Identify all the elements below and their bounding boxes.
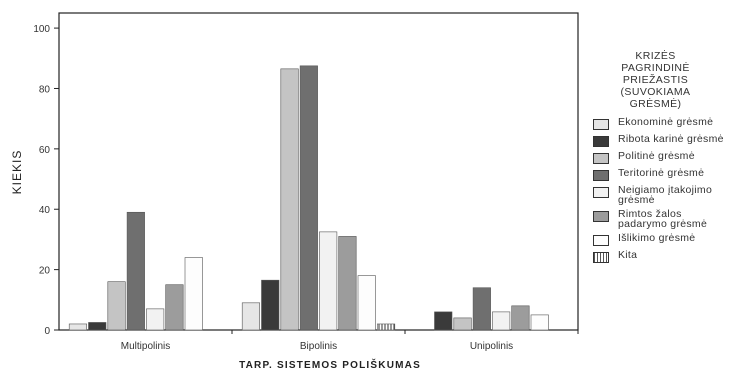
x-axis: Multipolinis Bipolinis Unipolinis <box>121 330 579 352</box>
bars <box>68 65 549 331</box>
bar <box>376 323 396 331</box>
legend-item: Ribota karinė grėsmė <box>593 133 748 147</box>
bar <box>338 236 357 331</box>
bar <box>280 68 299 331</box>
y-tick-label: 60 <box>39 145 51 156</box>
bar <box>126 211 145 331</box>
x-tick-label: Unipolinis <box>470 341 513 352</box>
y-tick-label: 80 <box>39 84 51 95</box>
legend-swatch <box>593 119 609 130</box>
bar <box>472 287 491 331</box>
x-axis-title: TARP. SISTEMOS POLIŠKUMAS <box>239 358 421 371</box>
legend-item: Teritorinė grėsmė <box>593 167 748 181</box>
plot-frame <box>58 12 579 331</box>
bar <box>184 257 203 331</box>
y-axis: 0 20 40 60 80 100 <box>33 24 59 337</box>
legend-swatch <box>593 153 609 164</box>
legend-label: Ekonominė grėsmė <box>618 116 714 128</box>
legend-item: Politinė grėsmė <box>593 150 748 164</box>
legend-item: Kita <box>593 249 748 263</box>
bar <box>357 275 376 331</box>
y-tick-label: 0 <box>44 326 50 337</box>
bar <box>146 308 165 331</box>
legend-swatch <box>593 211 609 222</box>
legend-label: Neigiamo įtakojimo grėsmė <box>618 184 713 206</box>
y-axis-title: KIEKIS <box>10 150 24 195</box>
legend-item: Rimtos žalos padarymo grėsmė <box>593 208 748 229</box>
bar <box>511 305 530 331</box>
legend-label: Ribota karinė grėsmė <box>618 133 724 145</box>
bar <box>241 302 260 331</box>
bar <box>319 231 338 331</box>
bar <box>530 314 549 331</box>
legend-swatch <box>593 187 609 198</box>
bar <box>261 279 280 331</box>
bar <box>88 322 107 331</box>
legend-swatch <box>593 170 609 181</box>
legend-label: Politinė grėsmė <box>618 150 695 162</box>
legend-swatch <box>593 252 609 263</box>
bar <box>434 311 453 331</box>
legend-label: Išlikimo grėsmė <box>618 232 696 244</box>
legend-label: Rimtos žalos padarymo grėsmė <box>618 208 708 230</box>
legend-title: KRIZĖS PAGRINDINĖ PRIEŽASTIS (SUVOKIAMA … <box>620 50 691 110</box>
legend-swatch <box>593 235 609 246</box>
bar <box>492 311 511 331</box>
y-tick-label: 100 <box>33 24 50 35</box>
legend-item: Neigiamo įtakojimo grėsmė <box>593 184 748 205</box>
bar <box>453 317 472 331</box>
legend: KRIZĖS PAGRINDINĖ PRIEŽASTIS (SUVOKIAMA … <box>593 50 748 266</box>
legend-label: Kita <box>618 249 638 261</box>
legend-items: Ekonominė grėsmė Ribota karinė grėsmė Poli… <box>593 116 748 263</box>
bar <box>68 323 87 331</box>
x-tick-label: Bipolinis <box>300 341 337 352</box>
x-tick-label: Multipolinis <box>121 341 170 352</box>
bar <box>165 284 184 331</box>
y-tick-label: 20 <box>39 266 51 277</box>
legend-item: Ekonominė grėsmė <box>593 116 748 130</box>
legend-swatch <box>593 136 609 147</box>
bar <box>107 281 126 331</box>
legend-item: Išlikimo grėsmė <box>593 232 748 246</box>
legend-label: Teritorinė grėsmė <box>618 167 705 179</box>
y-tick-label: 40 <box>39 205 51 216</box>
bar <box>299 65 318 331</box>
